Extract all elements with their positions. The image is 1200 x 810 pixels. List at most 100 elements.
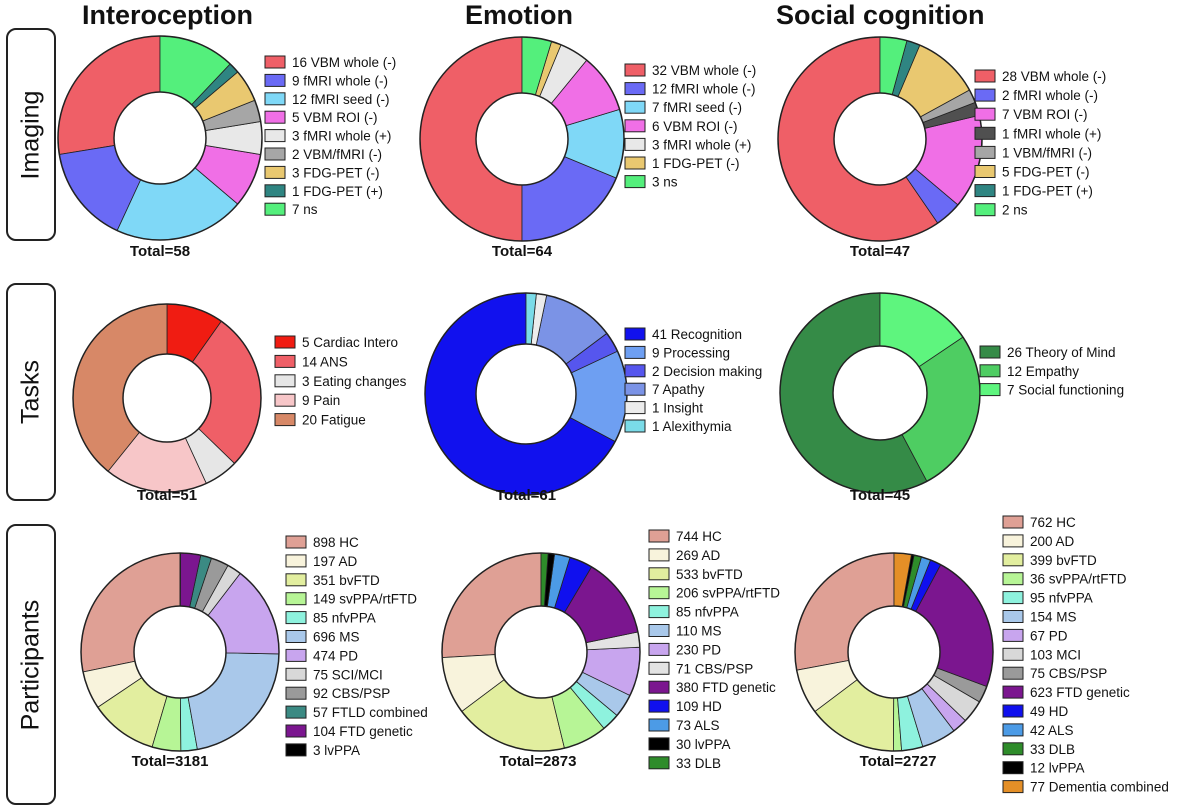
participants-social-legend-swatch-4 xyxy=(1002,591,1024,605)
participants-social-legend-label-2: 399 bvFTD xyxy=(1030,553,1097,568)
participants-social-legend-label-14: 77 Dementia combined xyxy=(1030,780,1169,795)
tasks-interoception-legend-swatch-2 xyxy=(274,374,296,388)
imaging-emotion-legend-label-6: 3 ns xyxy=(652,175,678,190)
imaging-emotion-legend-label-0: 32 VBM whole (-) xyxy=(652,63,756,78)
participants-emotion-legend-label-12: 33 DLB xyxy=(676,756,721,771)
tasks-social-donut-hole xyxy=(832,345,928,441)
participants-social-legend-label-13: 12 lvPPA xyxy=(1030,761,1085,776)
participants-interoception-legend-swatch-7 xyxy=(285,667,307,681)
imaging-emotion-legend-swatch-6 xyxy=(624,175,646,189)
tasks-emotion-legend-swatch-1 xyxy=(624,345,646,359)
tasks-interoception-legend: 5 Cardiac Intero 14 ANS 3 Eating changes 9 … xyxy=(274,335,407,428)
tasks-social-chart: 26 Theory of Mind 12 Empathy 7 Social func… xyxy=(779,292,1124,504)
participants-social-total-label: Total=2727 xyxy=(860,753,937,770)
imaging-interoception-legend-swatch-3 xyxy=(264,110,286,124)
imaging-social-legend-label-3: 1 fMRI whole (+) xyxy=(1002,126,1101,141)
participants-emotion-outer-ring xyxy=(441,552,641,752)
participants-emotion-legend-swatch-4 xyxy=(648,605,670,619)
imaging-social-legend: 28 VBM whole (-) 2 fMRI whole (-) 7 VBM RO… xyxy=(974,69,1106,218)
participants-social-legend-label-1: 200 AD xyxy=(1030,534,1075,549)
tasks-emotion-legend-swatch-5 xyxy=(624,419,646,433)
participants-emotion-legend-swatch-7 xyxy=(648,661,670,675)
imaging-emotion-total-label: Total=64 xyxy=(492,243,553,260)
participants-emotion-legend-label-4: 85 nfvPPA xyxy=(676,605,739,620)
participants-interoception-legend-label-3: 149 svPPA/rtFTD xyxy=(313,592,417,607)
tasks-interoception-legend-label-4: 20 Fatigue xyxy=(302,413,366,428)
participants-interoception-legend-swatch-2 xyxy=(285,573,307,587)
tasks-interoception-legend-swatch-3 xyxy=(274,393,296,407)
imaging-interoception-legend-swatch-0 xyxy=(264,55,286,69)
imaging-emotion-outer-ring xyxy=(419,36,625,242)
imaging-social-legend-label-6: 1 FDG-PET (+) xyxy=(1002,184,1093,199)
tasks-social-legend-swatch-2 xyxy=(979,383,1001,397)
imaging-emotion-chart: 32 VBM whole (-) 12 fMRI whole (-) 7 fMRI … xyxy=(419,36,756,260)
imaging-emotion-legend-label-4: 3 fMRI whole (+) xyxy=(652,137,751,152)
participants-emotion-legend-label-0: 744 HC xyxy=(676,529,722,544)
row-label-imaging: Imaging xyxy=(6,28,56,241)
participants-emotion-legend-swatch-0 xyxy=(648,529,670,543)
participants-social-legend-swatch-8 xyxy=(1002,666,1024,680)
participants-interoception-legend-swatch-4 xyxy=(285,611,307,625)
participants-interoception-legend-swatch-10 xyxy=(285,724,307,738)
participants-emotion-legend-label-5: 110 MS xyxy=(676,624,722,639)
column-title-social-cognition: Social cognition xyxy=(776,0,985,30)
participants-interoception-legend-label-1: 197 AD xyxy=(313,554,358,569)
imaging-emotion-legend-swatch-3 xyxy=(624,119,646,133)
participants-social-legend: 762 HC 200 AD 399 bvFTD 36 svPPA/rtFTD 95 nf… xyxy=(1002,515,1169,795)
participants-interoception-legend-label-8: 92 CBS/PSP xyxy=(313,686,390,701)
imaging-social-legend-label-7: 2 ns xyxy=(1002,203,1028,218)
participants-emotion-legend-label-9: 109 HD xyxy=(676,699,722,714)
imaging-emotion-legend-swatch-2 xyxy=(624,100,646,114)
participants-interoception-legend-label-11: 3 lvPPA xyxy=(313,743,360,758)
participants-social-outer-ring xyxy=(794,552,994,752)
imaging-social-legend-swatch-7 xyxy=(974,203,996,217)
tasks-interoception-legend-label-0: 5 Cardiac Intero xyxy=(302,335,398,350)
participants-interoception-legend-swatch-9 xyxy=(285,705,307,719)
participants-emotion-legend-label-6: 230 PD xyxy=(676,642,721,657)
participants-emotion-legend-label-1: 269 AD xyxy=(676,548,721,563)
participants-emotion-chart: 744 HC 269 AD 533 bvFTD 206 svPPA/rtFTD 85 n… xyxy=(441,529,780,771)
participants-social-legend-swatch-7 xyxy=(1002,647,1024,661)
participants-social-chart: 762 HC 200 AD 399 bvFTD 36 svPPA/rtFTD 95 nf… xyxy=(794,515,1169,795)
imaging-interoception-legend-label-1: 9 fMRI whole (-) xyxy=(292,73,388,88)
participants-social-legend-label-12: 33 DLB xyxy=(1030,742,1075,757)
participants-social-legend-label-3: 36 svPPA/rtFTD xyxy=(1030,572,1127,587)
participants-emotion-total-label: Total=2873 xyxy=(500,753,577,770)
imaging-interoception-legend-label-0: 16 VBM whole (-) xyxy=(292,55,396,70)
tasks-emotion-legend-label-2: 2 Decision making xyxy=(652,364,762,379)
participants-interoception-legend-swatch-11 xyxy=(285,743,307,757)
imaging-social-legend-label-5: 5 FDG-PET (-) xyxy=(1002,165,1090,180)
tasks-emotion-legend-label-3: 7 Apathy xyxy=(652,382,705,397)
imaging-interoception-chart: 16 VBM whole (-) 9 fMRI whole (-) 12 fMRI … xyxy=(57,35,396,260)
participants-social-legend-swatch-0 xyxy=(1002,515,1024,529)
imaging-social-donut-hole xyxy=(833,92,927,186)
participants-interoception-legend-swatch-8 xyxy=(285,686,307,700)
participants-interoception-legend-label-7: 75 SCI/MCI xyxy=(313,667,383,682)
participants-social-legend-label-11: 42 ALS xyxy=(1030,723,1074,738)
participants-social-legend-label-4: 95 nfvPPA xyxy=(1030,591,1093,606)
tasks-emotion-total-label: Total=61 xyxy=(496,487,556,504)
participants-emotion-donut-hole xyxy=(494,605,588,699)
participants-social-legend-swatch-11 xyxy=(1002,723,1024,737)
participants-interoception-legend-swatch-3 xyxy=(285,592,307,606)
participants-emotion-legend-swatch-1 xyxy=(648,548,670,562)
participants-emotion-legend-swatch-5 xyxy=(648,624,670,637)
imaging-interoception-legend-label-4: 3 fMRI whole (+) xyxy=(292,129,391,144)
imaging-social-legend-swatch-6 xyxy=(974,184,996,198)
participants-emotion-legend-label-10: 73 ALS xyxy=(676,718,720,733)
tasks-social-legend-swatch-0 xyxy=(979,345,1001,359)
imaging-social-legend-swatch-4 xyxy=(974,145,996,159)
imaging-interoception-legend-label-5: 2 VBM/fMRI (-) xyxy=(292,147,382,162)
participants-interoception-legend-label-5: 696 MS xyxy=(313,630,360,645)
participants-interoception-donut-hole xyxy=(133,605,227,699)
participants-interoception-total-label: Total=3181 xyxy=(132,753,209,770)
column-title-emotion: Emotion xyxy=(465,0,573,30)
tasks-social-total-label: Total=45 xyxy=(850,487,910,504)
tasks-social-legend: 26 Theory of Mind 12 Empathy 7 Social func… xyxy=(979,345,1124,398)
tasks-interoception-legend-swatch-0 xyxy=(274,335,296,349)
tasks-emotion-legend: 41 Recognition 9 Processing 2 Decision mak… xyxy=(624,327,762,434)
participants-interoception-legend-label-4: 85 nfvPPA xyxy=(313,611,376,626)
participants-interoception-outer-ring xyxy=(80,552,280,752)
participants-interoception-chart: 898 HC 197 AD 351 bvFTD 149 svPPA/rtFTD 85 n… xyxy=(80,535,428,770)
tasks-social-legend-swatch-1 xyxy=(979,364,1001,378)
